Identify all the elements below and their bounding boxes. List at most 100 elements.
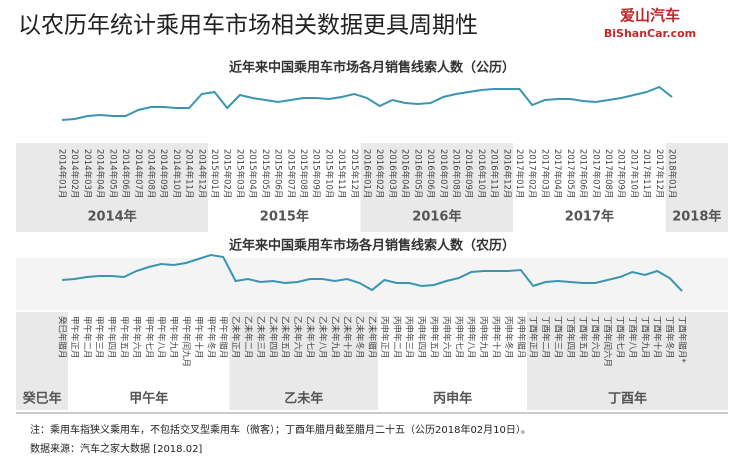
x-tick-label: 2015年02月	[222, 149, 233, 198]
year-label: 2018年	[672, 209, 721, 225]
x-tick-label: 2016年06月	[425, 149, 436, 198]
x-tick-label: 2015年06月	[273, 149, 284, 198]
x-tick-label: 丁酉年四月	[565, 316, 576, 359]
x-tick-label: 乙未年八月	[317, 316, 328, 359]
x-tick-label: 甲午年正月	[69, 316, 80, 359]
logo-en: BiShanCar.com	[604, 27, 696, 40]
logo-cn: 爱山汽车	[620, 7, 680, 25]
x-tick-label: 甲午年五月	[119, 316, 130, 359]
year-label: 2017年	[565, 209, 614, 225]
x-tick-label: 丁酉年三月	[553, 316, 564, 359]
year-label: 乙未年	[284, 391, 323, 407]
x-tick-label: 丁酉年八月	[627, 316, 638, 359]
series-line	[61, 253, 683, 292]
year-label: 癸巳年	[22, 391, 62, 407]
x-tick-label: 甲午年八月	[156, 316, 167, 359]
x-tick-label: 甲午年冬月	[205, 316, 216, 359]
x-tick-label: 2017年05月	[565, 149, 576, 198]
x-tick-label: 2014年02月	[69, 149, 80, 198]
x-tick-label: 甲午年三月	[94, 316, 105, 359]
x-tick-label: 丙申年七月	[453, 316, 464, 359]
year-label: 丁酉年	[608, 391, 647, 407]
year-band	[378, 312, 527, 410]
x-tick-label: 丁酉年七月	[615, 316, 626, 359]
x-tick-label: 2014年05月	[107, 149, 118, 198]
x-tick-label: 2016年08月	[450, 149, 461, 198]
x-tick-label: 2014年04月	[95, 149, 106, 198]
source: 数据来源：汽车之家大数据 [2018.02]	[30, 442, 202, 455]
x-tick-label: 2015年10月	[323, 149, 334, 198]
x-tick-label: 丙申年九月	[478, 316, 489, 359]
x-tick-label: 乙未年四月	[267, 316, 278, 359]
note: 注：乘用车指狭义乘用车，不包括交叉型乘用车（微客）；丁酉年腊月截至腊月二十五（公…	[30, 423, 531, 436]
x-tick-label: 甲午年七月	[143, 316, 154, 359]
chart-title: 近年来中国乘用车市场各月销售线索人数（农历）	[229, 238, 515, 254]
x-tick-label: 2015年11月	[336, 149, 347, 198]
x-tick-label: 甲午年腊月	[218, 316, 229, 359]
x-tick-label: 丁酉年九月	[639, 316, 650, 359]
x-tick-label: 2016年05月	[412, 149, 423, 198]
x-tick-label: 2017年06月	[578, 149, 589, 198]
x-tick-label: 2014年08月	[145, 149, 156, 198]
x-tick-label: 丙申年五月	[429, 316, 440, 359]
x-tick-label: 2015年09月	[311, 149, 322, 198]
x-tick-label: 丁酉年十月	[652, 316, 663, 359]
x-tick-label: 2017年09月	[616, 149, 627, 198]
x-tick-label: 2014年07月	[133, 149, 144, 198]
year-band	[360, 143, 514, 232]
x-tick-label: 丙申年腊月	[515, 316, 526, 359]
x-tick-label: 丙申年二月	[391, 316, 402, 359]
slide-title: 以农历年统计乘用车市场相关数据更具周期性	[18, 13, 478, 39]
x-tick-label: 丙申年正月	[379, 316, 390, 359]
x-tick-label: 癸巳年腊月	[57, 316, 68, 359]
x-tick-label: 2017年07月	[590, 149, 601, 198]
x-tick-label: 乙未年十月	[342, 316, 353, 359]
x-tick-label: 2016年09月	[463, 149, 474, 198]
year-label: 2015年	[260, 209, 309, 225]
x-tick-label: 乙未年冬月	[354, 316, 365, 359]
x-tick-label: 丙申年冬月	[503, 316, 514, 359]
x-tick-label: 乙未年六月	[292, 316, 303, 359]
x-tick-label: 甲午年九月	[168, 316, 179, 359]
x-tick-label: 2017年01月	[514, 149, 525, 198]
x-tick-label: 2015年07月	[285, 149, 296, 198]
year-label: 甲午年	[129, 391, 168, 407]
year-band	[208, 143, 361, 232]
panel	[16, 258, 728, 310]
x-tick-label: 乙未年腊月	[367, 316, 378, 359]
x-tick-label: 2017年03月	[539, 149, 550, 198]
x-tick-label: 丁酉年正月	[528, 316, 539, 359]
x-tick-label: 丙申年三月	[404, 316, 415, 359]
x-tick-label: 甲午年六月	[131, 316, 142, 359]
x-tick-label: 2015年08月	[298, 149, 309, 198]
x-tick-label: 丁酉年闰六月	[602, 316, 613, 367]
x-tick-label: 2016年12月	[501, 149, 512, 198]
x-tick-label: 乙未年九月	[329, 316, 340, 359]
x-tick-label: 丁酉年二月	[540, 316, 551, 359]
x-tick-label: 2016年11月	[489, 149, 500, 198]
x-tick-label: 2017年12月	[654, 149, 665, 198]
x-tick-label: 乙未年三月	[255, 316, 266, 359]
x-tick-label: 丙申年六月	[441, 316, 452, 359]
x-tick-label: 乙未年正月	[230, 316, 241, 359]
x-tick-label: 2016年07月	[438, 149, 449, 198]
year-band	[16, 143, 209, 232]
x-tick-label: 2016年04月	[400, 149, 411, 198]
x-tick-label: 2014年12月	[196, 149, 207, 198]
x-tick-label: 2016年01月	[362, 149, 373, 198]
x-tick-label: 丁酉年五月	[577, 316, 588, 359]
series-line	[61, 85, 673, 121]
x-tick-label: 丙申年八月	[466, 316, 477, 359]
x-tick-label: 2017年10月	[628, 149, 639, 198]
year-label: 2014年	[87, 209, 136, 225]
x-tick-label: 乙未年七月	[305, 316, 316, 359]
x-tick-label: 2015年04月	[247, 149, 258, 198]
x-tick-label: 丁酉年六月	[590, 316, 601, 359]
x-tick-label: 2015年01月	[209, 149, 220, 198]
x-tick-label: 2017年04月	[552, 149, 563, 198]
x-tick-label: 2017年08月	[603, 149, 614, 198]
year-label: 丙申年	[433, 391, 472, 407]
year-band	[513, 143, 666, 232]
year-band	[527, 312, 728, 410]
x-tick-label: 丁酉年冬月	[664, 316, 675, 359]
